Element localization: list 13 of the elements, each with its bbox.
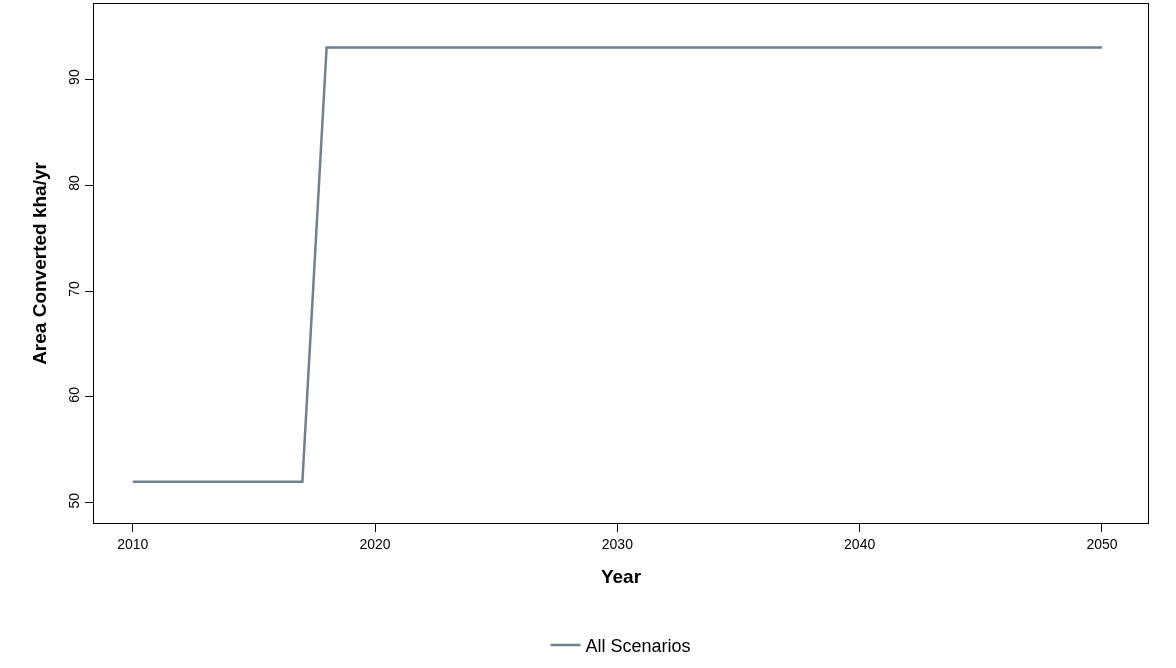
x-tick-label: 2040	[844, 535, 876, 552]
x-tick-label: 2020	[359, 535, 391, 552]
y-tick-label: 70	[66, 280, 83, 297]
y-tick-label: 60	[66, 386, 83, 403]
y-tick-label: 50	[66, 492, 83, 509]
y-tick-label: 80	[66, 175, 83, 191]
x-tick-label: 2050	[1086, 535, 1118, 552]
y-axis-title: Area Converted kha/yr	[29, 161, 51, 365]
x-axis-title: Year	[600, 565, 642, 587]
x-tick-label: 2010	[117, 535, 149, 552]
x-tick-label: 2030	[601, 535, 634, 552]
y-tick-label: 90	[66, 69, 83, 85]
legend-label: All Scenarios	[585, 636, 691, 657]
